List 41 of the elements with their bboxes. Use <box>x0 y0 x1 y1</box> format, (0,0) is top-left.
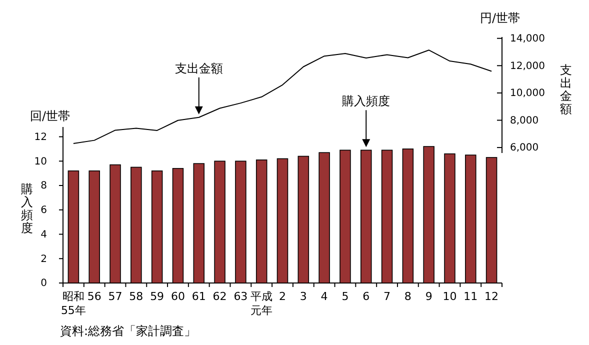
y-tick-label: 6,000 <box>510 142 539 154</box>
x-tick-label: 59 <box>150 290 164 303</box>
y-tick-label: 8 <box>40 180 47 192</box>
x-tick-label: 63 <box>234 290 248 303</box>
x-tick-label: 57 <box>108 290 122 303</box>
x-tick-label: 4 <box>320 290 328 303</box>
y-tick-label: 4 <box>40 229 47 240</box>
x-tick-label: 6 <box>362 290 370 303</box>
x-tick-label: 10 <box>442 290 457 303</box>
line-series <box>72 50 492 144</box>
x-tick-label: 昭和55年 <box>60 290 86 317</box>
text: 支出金額 <box>174 61 223 76</box>
x-tick-label: 7 <box>384 290 391 303</box>
y-tick-label: 6 <box>40 205 47 216</box>
x-tick-label: 58 <box>129 290 144 303</box>
x-tick-label: 平成元年 <box>250 290 273 317</box>
x-tick-label: 5 <box>342 290 349 303</box>
y-tick-label: 12 <box>34 132 47 143</box>
x-tick-label: 60 <box>170 290 185 303</box>
x-tick-label: 62 <box>212 290 227 303</box>
x-tick-label: 8 <box>404 290 412 303</box>
x-tick-label: 3 <box>300 290 307 303</box>
x-tick-label: 12 <box>484 290 499 303</box>
y-axis-title: 支出金額 <box>560 63 572 116</box>
y-tick-label: 14,000 <box>510 34 545 45</box>
y-axis-title: 購入頻度 <box>21 182 33 235</box>
text: 購入頻度 <box>342 94 390 108</box>
x-tick-label: 11 <box>464 290 478 303</box>
x-tick-label: 56 <box>87 290 102 303</box>
x-tick-label: 61 <box>192 290 206 303</box>
x-tick-label: 9 <box>425 290 432 303</box>
y-tick-label: 10 <box>34 156 47 168</box>
y-tick-label: 12,000 <box>510 60 545 72</box>
text: 円/世帯 <box>480 11 520 25</box>
text: 資料:総務省「家計調査」 <box>60 324 196 338</box>
y-tick-label: 10,000 <box>510 88 545 100</box>
y-tick-label: 0 <box>40 278 47 290</box>
x-tick-label: 2 <box>279 290 286 303</box>
y-tick-label: 8,000 <box>510 115 539 126</box>
annotation: 回/世帯 <box>30 109 70 123</box>
y-tick-label: 2 <box>40 254 47 265</box>
